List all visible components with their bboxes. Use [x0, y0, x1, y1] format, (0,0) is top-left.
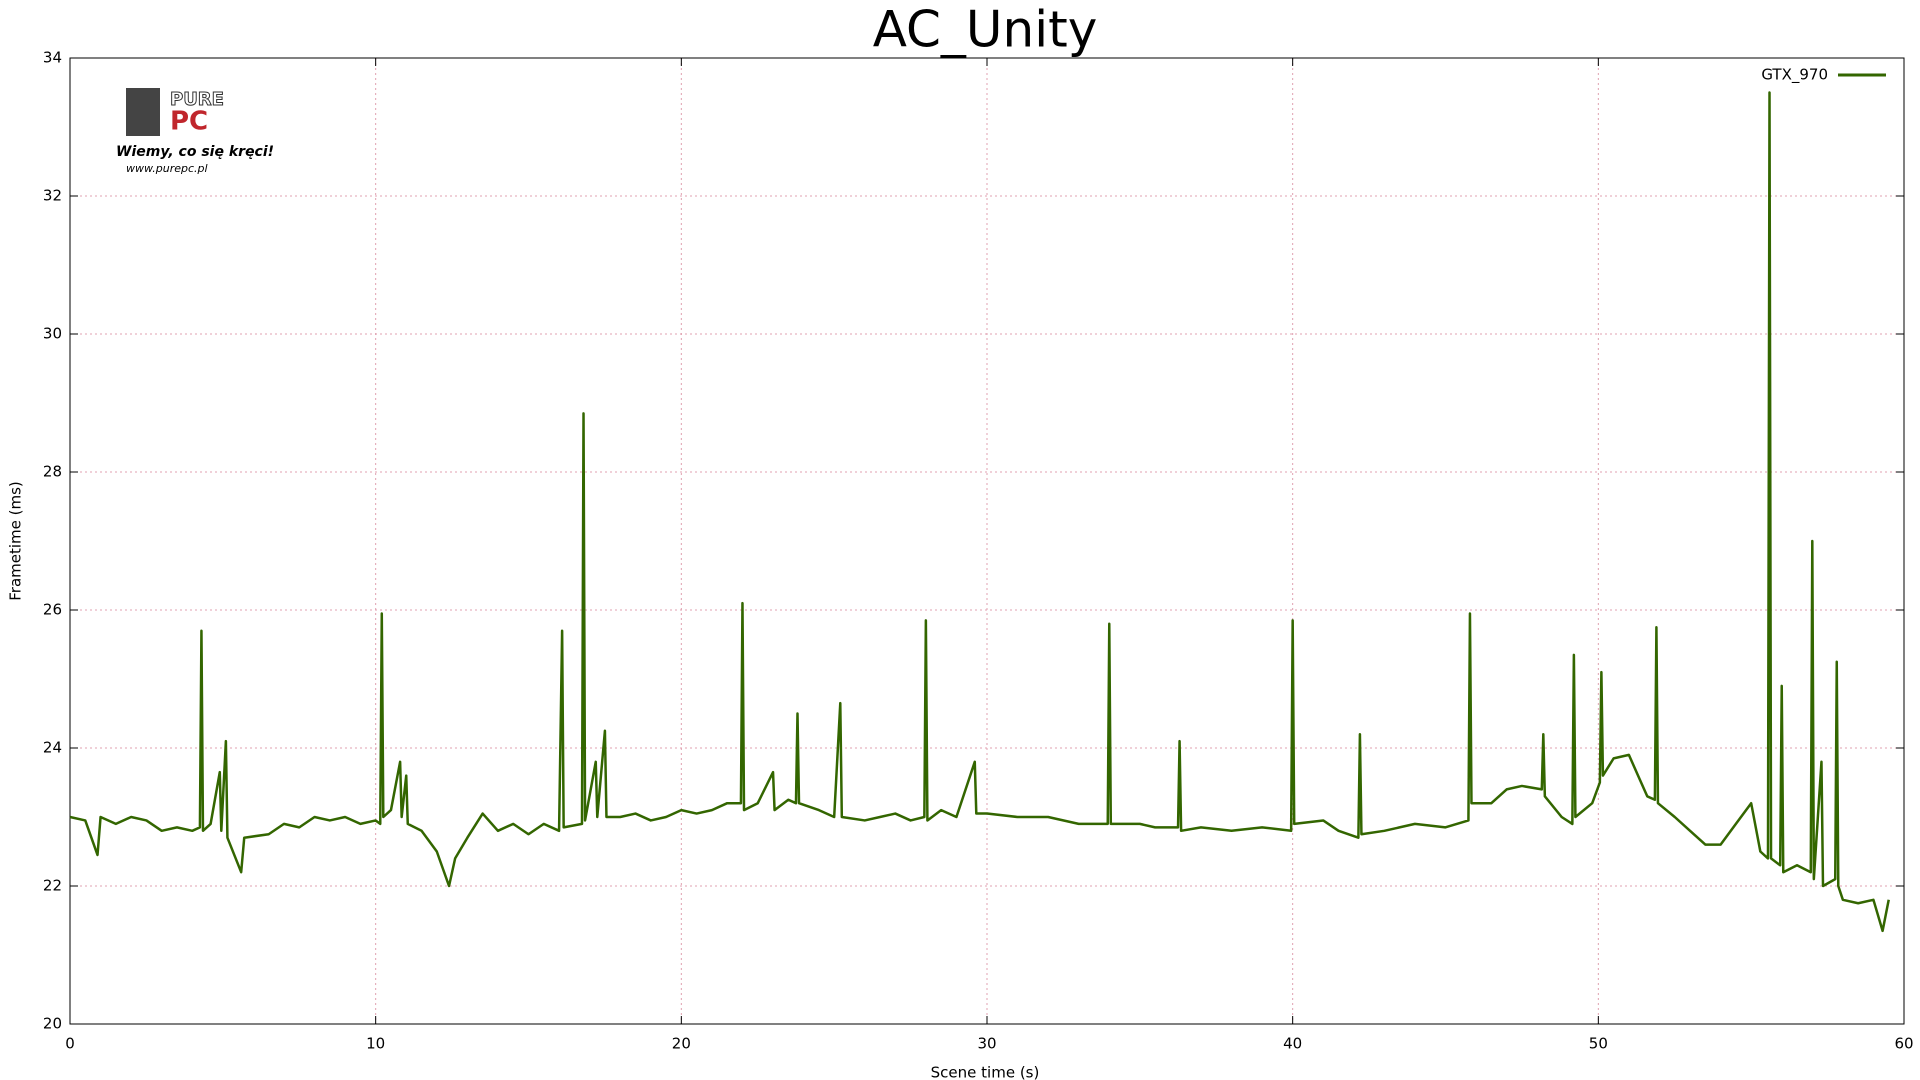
y-tick-label: 26	[43, 601, 62, 619]
y-tick-label: 34	[43, 49, 62, 67]
y-tick-label: 30	[43, 325, 62, 343]
logo-box	[126, 88, 160, 136]
legend-label: GTX_970	[1761, 66, 1828, 85]
plot-frame	[69, 57, 1905, 1025]
x-tick-label: 30	[977, 1035, 996, 1053]
x-tick-label: 0	[65, 1035, 75, 1053]
y-tick-label: 24	[43, 739, 62, 757]
series-line	[69, 91, 1890, 933]
x-tick-label: 60	[1894, 1035, 1913, 1053]
x-tick-label: 40	[1283, 1035, 1302, 1053]
logo-brand-top: PURE	[170, 89, 224, 110]
logo: PURE PC Wiemy, co się kręci! www.purepc.…	[116, 88, 274, 175]
logo-brand-bottom: PC	[170, 107, 208, 137]
y-axis-label: Frametime (ms)	[7, 481, 25, 601]
y-tick-label: 28	[43, 463, 62, 481]
x-tick-label: 10	[366, 1035, 385, 1053]
y-tick-label: 32	[43, 187, 62, 205]
logo-url: www.purepc.pl	[126, 162, 208, 175]
x-tick-label: 20	[672, 1035, 691, 1053]
logo-slogan: Wiemy, co się kręci!	[116, 144, 274, 160]
y-tick-label: 20	[43, 1015, 62, 1033]
chart-title: AC_Unity	[873, 1, 1098, 59]
x-axis-label: Scene time (s)	[931, 1064, 1040, 1080]
y-tick-label: 22	[43, 877, 62, 895]
x-tick-label: 50	[1589, 1035, 1608, 1053]
